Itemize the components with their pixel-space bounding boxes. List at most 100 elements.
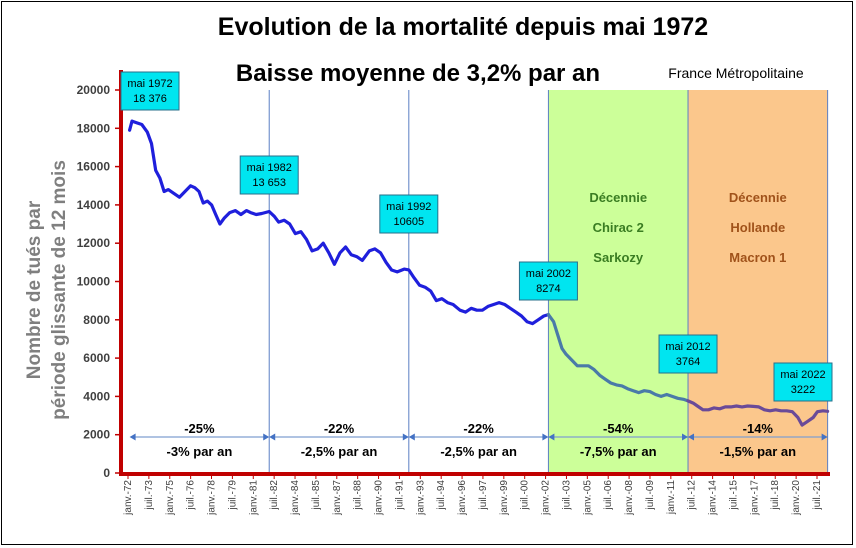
- y-tick-label: 8000: [83, 313, 110, 327]
- x-tick-label: juil.-03: [561, 480, 572, 511]
- decade-label: Hollande: [730, 220, 785, 235]
- series-line-segment: [546, 313, 690, 403]
- arrowhead-left: [688, 433, 695, 441]
- callout-box: [773, 362, 833, 402]
- x-tick-label: janv.-87: [332, 480, 343, 516]
- chart-subtitle: Baisse moyenne de 3,2% par an: [236, 60, 600, 87]
- arrowhead-left: [548, 433, 555, 441]
- x-tick-label: juil.-73: [144, 480, 155, 511]
- y-tick-label: 20000: [77, 83, 111, 97]
- series-line-segment: [686, 399, 830, 427]
- period-change: -14%: [743, 421, 774, 436]
- x-tick-label: janv.-90: [374, 480, 385, 516]
- x-tick-label: janv.-93: [415, 480, 426, 516]
- callout-box: [120, 71, 180, 111]
- x-tick-label: juil.-21: [812, 480, 823, 511]
- callout-date: mai 1982: [247, 162, 292, 174]
- x-tick-label: juil.-88: [353, 480, 364, 511]
- y-tick-label: 2000: [83, 428, 110, 442]
- callout-value: 10605: [394, 216, 425, 228]
- callout-date: mai 1992: [386, 201, 431, 213]
- callout-value: 3764: [676, 356, 700, 368]
- arrowhead-right: [402, 433, 409, 441]
- decade-label: Chirac 2: [593, 220, 644, 235]
- region-label: France Métropolitaine: [668, 65, 804, 81]
- x-tick-label: juil.-09: [645, 480, 656, 511]
- x-tick-label: janv.-05: [582, 480, 593, 516]
- x-tick-label: janv.-20: [791, 480, 802, 516]
- callout-box: [658, 334, 718, 374]
- y-tick-label: 0: [103, 466, 110, 480]
- period-change: -22%: [463, 421, 494, 436]
- arrowhead-right: [821, 433, 828, 441]
- y-tick-label: 16000: [77, 160, 111, 174]
- arrowhead-right: [682, 433, 689, 441]
- period-change: -25%: [184, 421, 215, 436]
- y-axis-label-line: période glissante de 12 mois: [49, 160, 70, 420]
- callout-date: mai 2022: [780, 369, 825, 381]
- x-tick-label: juil.-76: [186, 480, 197, 511]
- chart-title: Evolution de la mortalité depuis mai 197…: [218, 13, 708, 41]
- x-tick-label: janv.-17: [749, 480, 760, 516]
- y-tick-label: 14000: [77, 198, 111, 212]
- x-tick-label: janv.-08: [624, 480, 635, 516]
- decade-label: Décennie: [589, 190, 647, 205]
- arrowhead-right: [263, 433, 270, 441]
- y-axis-label-line: Nombre de tués par: [24, 200, 45, 379]
- x-tick-label: juil.-06: [603, 480, 614, 511]
- period-rate: -3% par an: [167, 444, 233, 459]
- arrowhead-left: [408, 433, 415, 441]
- x-tick-label: juil.-79: [227, 480, 238, 511]
- decade-label: Décennie: [729, 190, 787, 205]
- x-tick-label: juil.-97: [478, 480, 489, 511]
- y-tick-label: 6000: [83, 351, 110, 365]
- x-tick-label: janv.-11: [666, 480, 677, 516]
- axes: 0 2000 4000 6000 8000 10000 12000 14000 16000 180…: [77, 70, 830, 516]
- callout-value: 18 376: [133, 93, 167, 105]
- x-tick-label: juil.-15: [728, 480, 739, 511]
- callouts: mai 1972 18 376 mai 1982 13 653 mai 1992 1060…: [120, 71, 833, 402]
- arrowhead-left: [269, 433, 276, 441]
- period-change: -54%: [603, 421, 634, 436]
- callout-box: [379, 194, 439, 234]
- callout-value: 13 653: [252, 177, 286, 189]
- x-tick-label: janv.-96: [457, 480, 468, 516]
- x-tick-label: juil.-85: [311, 480, 322, 511]
- callout-value: 3222: [791, 384, 815, 396]
- callout-date: mai 2002: [526, 268, 571, 280]
- x-tick-label: janv.-14: [708, 480, 719, 516]
- x-tick-label: juil.-12: [687, 480, 698, 511]
- x-tick-label: janv.-72: [123, 480, 134, 516]
- period-rate: -1,5% par an: [720, 444, 797, 459]
- x-tick-label: juil.-91: [394, 480, 405, 511]
- decade-lines: [268, 90, 829, 473]
- y-tick-label: 12000: [77, 236, 111, 250]
- x-tick-label: janv.-81: [248, 480, 259, 516]
- x-tick-label: janv.-02: [541, 480, 552, 516]
- decade-label: Macron 1: [729, 250, 786, 265]
- series-line-segment: [128, 119, 550, 326]
- y-tick-label: 10000: [77, 275, 111, 289]
- arrowhead-right: [542, 433, 549, 441]
- x-tick-label: juil.-00: [520, 480, 531, 511]
- arrowhead-left: [129, 433, 136, 441]
- callout-date: mai 2012: [665, 341, 710, 353]
- y-tick-label: 4000: [83, 389, 110, 403]
- x-tick-label: janv.-78: [207, 480, 218, 516]
- period-annotations: -25% -3% par an -22% -2,5% par an -22% -2,5% …: [129, 421, 828, 459]
- series-lines: [128, 119, 830, 427]
- x-tick-label: janv.-75: [165, 480, 176, 516]
- y-tick-label: 18000: [77, 121, 111, 135]
- callout-box: [518, 261, 578, 301]
- callout-box: [239, 155, 299, 195]
- decade-band: [688, 90, 828, 473]
- decade-label: Sarkozy: [593, 250, 644, 265]
- callout-date: mai 1972: [127, 78, 172, 90]
- period-rate: -7,5% par an: [580, 444, 657, 459]
- period-change: -22%: [324, 421, 355, 436]
- callout-value: 8274: [536, 283, 560, 295]
- x-tick-label: janv.-84: [290, 480, 301, 516]
- period-rate: -2,5% par an: [440, 444, 517, 459]
